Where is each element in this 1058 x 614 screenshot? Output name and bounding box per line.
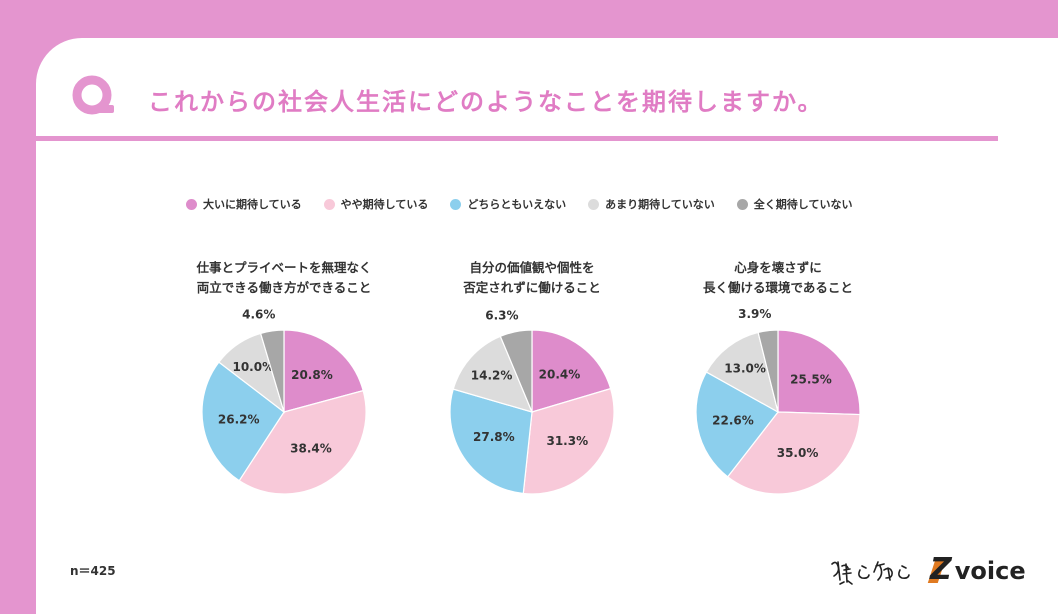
legend-swatch bbox=[450, 198, 462, 210]
pie-2-slice-2 bbox=[522, 387, 615, 495]
q-icon bbox=[72, 75, 114, 115]
pie-2-slice-1 bbox=[531, 329, 612, 413]
pie-2-slice-4 bbox=[452, 335, 534, 413]
pie-3-slice-4 bbox=[705, 331, 779, 414]
pie-chart-work-life-balance: 20.8% 38.4% 26.2% 10.0% 4.6% bbox=[201, 307, 367, 495]
pie-3-slice-1 bbox=[777, 329, 861, 416]
pie-2-title-line: 否定されずに働けること bbox=[463, 280, 601, 295]
pie-2-label-3: 27.8% bbox=[473, 430, 515, 444]
pie-3-slice-5 bbox=[757, 329, 779, 413]
pie-3-label-1: 25.5% bbox=[790, 373, 832, 387]
pie-3-label-2: 35.0% bbox=[777, 446, 819, 460]
pie-2-label-4: 14.2% bbox=[471, 368, 513, 382]
pie-1-title-line: 仕事とプライベートを無理なく bbox=[196, 260, 372, 275]
legend-label: あまり期待していない bbox=[605, 198, 715, 211]
pie-1-title-line: 両立できる働き方ができること bbox=[196, 280, 372, 295]
pie-3-slice-3 bbox=[695, 371, 779, 478]
pie-3-label-4: 13.0% bbox=[724, 362, 766, 376]
pie-1-slice-2 bbox=[238, 389, 367, 495]
content-card bbox=[36, 38, 1058, 614]
brand-name: voice bbox=[954, 557, 1026, 585]
brand-z-mark: Z bbox=[927, 552, 952, 587]
pie-3-title-line: 心身を壊さずに bbox=[734, 260, 822, 275]
pie-3-label-3: 22.6% bbox=[712, 414, 754, 428]
pie-3-title: 心身を壊さずに 長く働ける環境であること bbox=[658, 258, 898, 298]
legend-item-not-expect-at-all: 全く期待していない bbox=[736, 196, 853, 212]
pie-3-label-5: 3.9% bbox=[738, 307, 771, 321]
legend-label: 大いに期待している bbox=[203, 198, 302, 211]
legend-swatch bbox=[588, 198, 600, 210]
legend-swatch bbox=[736, 198, 748, 210]
page-title: これからの社会人生活にどのようなことを期待しますか。 bbox=[148, 88, 824, 116]
title-divider bbox=[36, 136, 998, 141]
handwritten-signature-logo bbox=[831, 561, 910, 585]
pie-1-label-1: 20.8% bbox=[291, 368, 333, 382]
legend-item-neutral: どちらともいえない bbox=[450, 196, 566, 212]
pie-2-title-line: 自分の価値観や個性を bbox=[469, 260, 595, 275]
legend-label: 全く期待していない bbox=[753, 198, 853, 211]
pie-2-label-5: 6.3% bbox=[485, 308, 518, 322]
pie-1-label-2: 38.4% bbox=[290, 442, 332, 456]
chart-legend: 大いに期待している やや期待している どちらともいえない あまり期待していない … bbox=[186, 196, 852, 212]
legend-item-not-much-expect: あまり期待していない bbox=[588, 196, 715, 212]
pie-3-title-line: 長く働ける環境であること bbox=[703, 280, 853, 295]
pie-3-slice-2 bbox=[726, 411, 861, 495]
pie-2-slice-3 bbox=[449, 388, 533, 495]
pie-2-title: 自分の価値観や個性を 否定されずに働けること bbox=[412, 258, 652, 298]
legend-swatch bbox=[323, 198, 335, 210]
legend-label: どちらともいえない bbox=[467, 198, 567, 211]
pie-2-slice-5 bbox=[499, 329, 533, 413]
brand-z-letter: Z bbox=[930, 552, 952, 587]
pie-2-label-1: 20.4% bbox=[539, 368, 581, 382]
pie-1-label-5: 4.6% bbox=[242, 307, 275, 321]
pie-chart-healthy-environment: 25.5% 35.0% 22.6% 13.0% 3.9% bbox=[695, 307, 861, 495]
legend-label: やや期待している bbox=[340, 198, 429, 211]
legend-swatch bbox=[186, 198, 197, 210]
pie-1-slice-1 bbox=[283, 329, 364, 413]
pie-1-label-4: 10.0% bbox=[232, 360, 274, 374]
pie-1-title: 仕事とプライベートを無理なく 両立できる働き方ができること bbox=[164, 258, 404, 298]
legend-item-somewhat-expect: やや期待している bbox=[323, 196, 429, 212]
sample-size: n＝425 bbox=[70, 564, 116, 578]
legend-item-very-expect: 大いに期待している bbox=[186, 196, 302, 212]
pie-1-slice-3 bbox=[201, 361, 285, 482]
zvoice-logo: Z voice bbox=[927, 552, 1026, 587]
pie-1-slice-5 bbox=[259, 329, 285, 413]
pie-2-label-2: 31.3% bbox=[546, 434, 588, 448]
pie-chart-values-respected: 20.4% 31.3% 27.8% 14.2% 6.3% bbox=[449, 308, 615, 495]
pie-1-label-3: 26.2% bbox=[218, 412, 260, 426]
